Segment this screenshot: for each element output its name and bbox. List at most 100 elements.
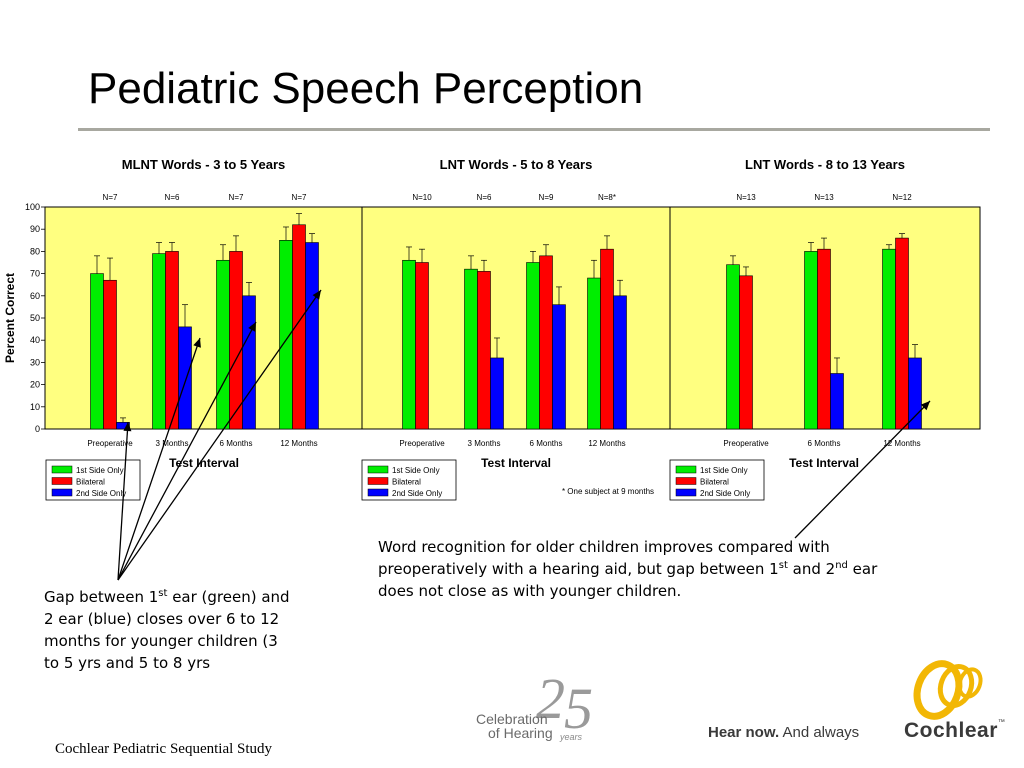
x-tick-label: 12 Months xyxy=(280,439,317,448)
svg-text:of Hearing: of Hearing xyxy=(488,725,553,741)
callout-arrowhead xyxy=(312,290,321,300)
celebration-of-hearing-logo: 2 5 Celebration of Hearing years xyxy=(476,666,593,742)
legend-label: 1st Side Only xyxy=(392,466,440,475)
x-tick-label: 12 Months xyxy=(588,439,625,448)
legend-swatch xyxy=(367,465,389,474)
bar xyxy=(817,248,831,430)
chart-title-1: MLNT Words - 3 to 5 Years xyxy=(122,157,286,172)
callout-arrow xyxy=(794,400,931,539)
y-tick-label: 70 xyxy=(30,269,40,279)
x-tick-label: 6 Months xyxy=(530,439,563,448)
y-tick-label: 10 xyxy=(30,402,40,412)
x-tick-label: Preoperative xyxy=(399,439,445,448)
x-tick-label: 3 Months xyxy=(156,439,189,448)
legend-label: 2nd Side Only xyxy=(700,489,750,498)
n-label: N=7 xyxy=(229,193,244,202)
anniversary-digit-5: 5 xyxy=(564,676,593,741)
callout-arrow xyxy=(117,421,129,581)
callout-right-sup-2: nd xyxy=(835,560,848,571)
legend-swatch xyxy=(675,488,697,497)
y-tick-label: 60 xyxy=(30,291,40,301)
n-label: N=6 xyxy=(165,193,180,202)
n-label: N=6 xyxy=(477,193,492,202)
legend-swatch xyxy=(51,477,73,485)
x-tick-label: Preoperative xyxy=(723,439,769,448)
bar xyxy=(216,259,230,430)
x-tick-label: 6 Months xyxy=(220,439,253,448)
n-label: N=7 xyxy=(292,193,307,202)
callout-right-text-2: and 2 xyxy=(787,560,836,578)
bar xyxy=(600,248,614,430)
legend-label: Bilateral xyxy=(392,478,421,487)
callout-arrow xyxy=(117,337,201,581)
n-label: N=10 xyxy=(412,193,432,202)
y-tick-label: 100 xyxy=(25,202,40,212)
n-label: N=13 xyxy=(814,193,834,202)
bar xyxy=(526,262,540,430)
bar xyxy=(830,373,844,430)
callout-left-text-1: Gap between 1 xyxy=(44,588,159,606)
bar xyxy=(178,326,192,430)
callout-right-text-1: Word recognition for older children impr… xyxy=(378,538,830,578)
bar xyxy=(882,248,896,430)
anniversary-years: years xyxy=(559,732,583,742)
bar xyxy=(726,264,740,430)
chart-title-3: LNT Words - 8 to 13 Years xyxy=(745,157,905,172)
tagline-strong: Hear now. xyxy=(708,724,780,741)
bar xyxy=(415,262,429,430)
bar xyxy=(305,242,319,430)
x-tick-label: 6 Months xyxy=(808,439,841,448)
bar xyxy=(165,251,179,430)
title-divider xyxy=(78,128,990,131)
callout-older-children: Word recognition for older children impr… xyxy=(378,536,878,602)
callout-arrowhead xyxy=(248,322,256,332)
bar xyxy=(804,251,818,430)
y-tick-label: 50 xyxy=(30,313,40,323)
y-axis-label: Percent Correct xyxy=(3,273,17,363)
callout-right-sup-1: st xyxy=(778,560,788,571)
legend-swatch xyxy=(675,477,697,485)
callout-arrow xyxy=(117,321,257,581)
legend-swatch xyxy=(675,465,697,474)
callout-arrowhead xyxy=(123,422,132,432)
slide-title: Pediatric Speech Perception xyxy=(88,64,644,113)
tagline-rest: And always xyxy=(779,724,860,741)
bar xyxy=(242,295,256,430)
n-label: N=12 xyxy=(892,193,912,202)
legend-swatch xyxy=(367,477,389,485)
tagline: Hear now. And always xyxy=(708,724,859,741)
anniversary-line-2b: Hearing xyxy=(504,725,553,741)
cochlear-swirl-icon xyxy=(913,660,983,720)
legend-swatch xyxy=(51,488,73,497)
bar xyxy=(103,279,117,430)
y-tick-label: 0 xyxy=(35,424,40,434)
legend-swatch xyxy=(51,465,73,474)
callout-left-sup-1: st xyxy=(158,588,168,599)
n-label: N=13 xyxy=(736,193,756,202)
y-tick-label: 20 xyxy=(30,380,40,390)
bar xyxy=(895,237,909,430)
bar xyxy=(908,357,922,430)
anniversary-line-1: Celebration xyxy=(476,711,548,727)
callout-left-text-2: ear (green) and 2 ear (blue) closes over… xyxy=(44,588,290,672)
bar xyxy=(229,251,243,430)
x-tick-label: Preoperative xyxy=(87,439,133,448)
trademark-symbol: ™ xyxy=(997,719,1006,726)
legend-label: Bilateral xyxy=(700,478,729,487)
bar xyxy=(613,295,627,430)
chart-title-2: LNT Words - 5 to 8 Years xyxy=(440,157,593,172)
brand-name: Cochlear xyxy=(904,719,998,742)
footer-source: Cochlear Pediatric Sequential Study xyxy=(55,741,273,757)
x-tick-label: 3 Months xyxy=(468,439,501,448)
bar xyxy=(477,271,491,430)
callout-younger-children: Gap between 1st ear (green) and 2 ear (b… xyxy=(44,586,294,674)
bar xyxy=(490,357,504,430)
callout-arrow xyxy=(117,289,322,581)
x-axis-label-1: Test Interval xyxy=(169,456,239,470)
legend-swatch xyxy=(367,488,389,497)
y-tick-label: 40 xyxy=(30,335,40,345)
legend-label: Bilateral xyxy=(76,478,105,487)
callout-arrowhead xyxy=(193,338,201,348)
bar xyxy=(152,253,166,430)
